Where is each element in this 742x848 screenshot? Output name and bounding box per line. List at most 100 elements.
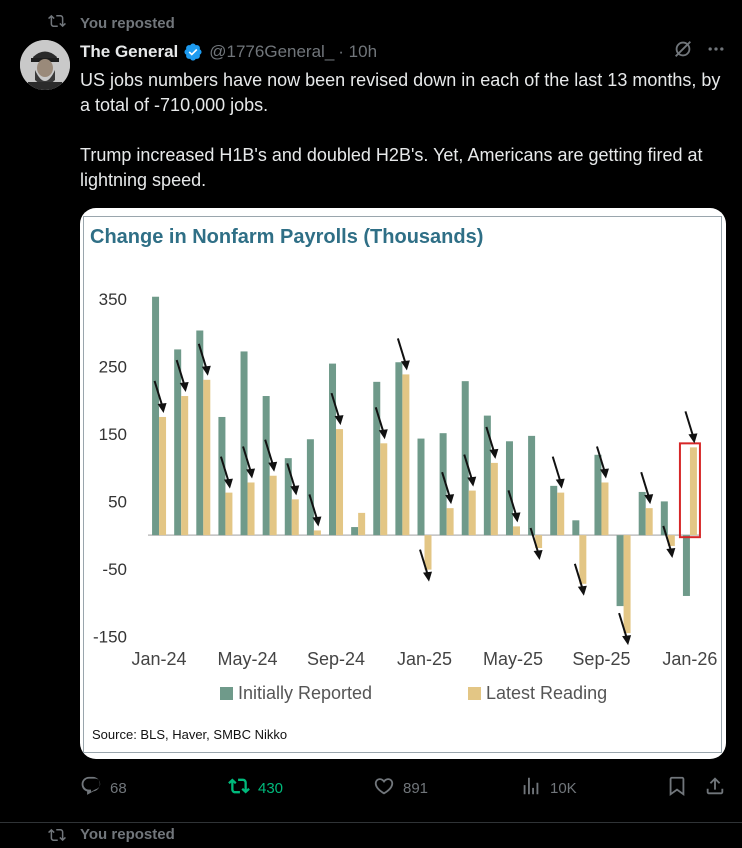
bar-latest-reading xyxy=(203,379,211,536)
revision-arrowhead xyxy=(246,468,256,479)
x-tick-label: Jan-25 xyxy=(397,649,452,669)
revision-arrow xyxy=(153,380,164,408)
next-repost-indicator: You reposted xyxy=(48,826,175,848)
share-button[interactable] xyxy=(704,772,726,804)
revision-arrow xyxy=(596,446,606,473)
bar-latest-reading xyxy=(269,475,277,536)
action-bar: 68 430 891 10K xyxy=(80,772,730,804)
bar-initially-reported xyxy=(572,520,580,536)
bar-initially-reported xyxy=(550,485,558,536)
x-tick-label: Sep-24 xyxy=(307,649,365,669)
share-icon xyxy=(704,775,726,801)
author-name[interactable]: The General xyxy=(80,42,179,61)
revision-arrow xyxy=(463,454,474,481)
revision-arrow xyxy=(175,359,186,387)
views-button[interactable]: 10K xyxy=(520,772,577,804)
bar-latest-reading xyxy=(557,492,565,536)
revision-arrow xyxy=(308,494,319,521)
bar-initially-reported xyxy=(439,433,447,536)
chart-panel: Change in Nonfarm Payrolls (Thousands) 3… xyxy=(83,216,722,753)
feed-divider xyxy=(0,822,742,823)
next-repost-icon xyxy=(48,826,66,848)
bar-latest-reading xyxy=(380,443,388,536)
bar-initially-reported xyxy=(284,458,292,536)
bar-initially-reported xyxy=(395,362,403,536)
revision-arrowhead xyxy=(268,461,278,472)
avatar[interactable] xyxy=(20,40,70,90)
legend-label-initially-reported: Initially Reported xyxy=(238,683,372,703)
bar-initially-reported xyxy=(638,491,646,536)
revision-arrow xyxy=(330,392,341,420)
revision-arrow xyxy=(286,463,297,490)
x-tick-label: May-25 xyxy=(483,649,543,669)
revision-arrowhead xyxy=(400,360,410,371)
bar-initially-reported xyxy=(483,415,491,536)
bar-latest-reading xyxy=(225,492,233,536)
x-tick-label: Jan-26 xyxy=(662,649,717,669)
y-tick-label: 50 xyxy=(108,492,127,511)
bar-initially-reported xyxy=(505,441,513,536)
y-tick-label: 350 xyxy=(99,290,127,309)
reply-icon xyxy=(80,775,102,801)
bar-initially-reported xyxy=(660,501,668,536)
revision-arrow xyxy=(618,612,629,640)
repost-indicator: You reposted xyxy=(48,12,175,34)
bar-initially-reported xyxy=(417,438,425,536)
revision-arrow xyxy=(551,456,562,483)
bar-latest-reading xyxy=(402,374,410,536)
revision-arrowhead xyxy=(290,485,300,496)
like-button[interactable]: 891 xyxy=(373,772,428,804)
reply-count: 68 xyxy=(110,779,127,797)
revision-arrow xyxy=(197,343,208,371)
revision-arrow xyxy=(242,446,252,473)
revision-arrowhead xyxy=(179,382,189,393)
bar-latest-reading xyxy=(313,530,321,536)
header-actions xyxy=(672,38,726,60)
revision-arrow xyxy=(507,490,518,517)
chart-source: Source: BLS, Haver, SMBC Nikko xyxy=(92,727,288,742)
revision-arrowhead xyxy=(489,448,499,459)
revision-arrowhead xyxy=(157,402,167,413)
legend-swatch-latest-reading xyxy=(468,687,481,700)
bar-latest-reading xyxy=(667,535,675,546)
bar-initially-reported xyxy=(240,351,248,536)
highlight-box xyxy=(678,442,701,539)
bar-latest-reading xyxy=(623,535,631,634)
revision-arrowhead xyxy=(688,433,698,444)
bar-initially-reported xyxy=(152,296,160,536)
verified-badge-icon xyxy=(183,42,203,62)
revision-arrow xyxy=(441,471,452,499)
bar-latest-reading xyxy=(512,526,520,536)
repost-icon xyxy=(48,12,66,34)
bookmark-button[interactable] xyxy=(666,772,688,804)
grok-icon[interactable] xyxy=(672,38,694,60)
y-tick-label: 150 xyxy=(99,425,127,444)
tweet-header: The General @1776General_ · 10h xyxy=(80,40,377,64)
y-tick-label: 250 xyxy=(99,357,127,376)
revision-arrowhead xyxy=(533,550,543,561)
bar-initially-reported xyxy=(594,454,602,536)
bar-initially-reported xyxy=(174,349,182,536)
reply-button[interactable]: 68 xyxy=(80,772,127,804)
revision-arrow xyxy=(396,338,407,365)
revision-arrowhead xyxy=(622,635,632,646)
revision-arrowhead xyxy=(467,476,477,487)
repost-action-icon xyxy=(228,775,250,801)
revision-arrow xyxy=(485,426,496,454)
revision-arrowhead xyxy=(511,512,521,523)
attached-image[interactable]: Change in Nonfarm Payrolls (Thousands) 3… xyxy=(80,208,726,759)
post-time[interactable]: · 10h xyxy=(338,42,378,61)
revision-arrow xyxy=(529,527,540,555)
revision-arrowhead xyxy=(378,429,388,440)
bar-initially-reported xyxy=(351,527,359,536)
bar-latest-reading xyxy=(601,482,609,536)
bookmark-icon xyxy=(666,775,688,801)
bar-latest-reading xyxy=(689,447,697,536)
author-handle[interactable]: @1776General_ xyxy=(209,42,335,61)
more-icon[interactable] xyxy=(706,39,726,59)
bar-latest-reading xyxy=(446,508,454,536)
bar-latest-reading xyxy=(424,535,432,570)
repost-button[interactable]: 430 xyxy=(228,772,283,804)
bar-latest-reading xyxy=(535,535,543,549)
x-tick-label: Sep-25 xyxy=(572,649,630,669)
